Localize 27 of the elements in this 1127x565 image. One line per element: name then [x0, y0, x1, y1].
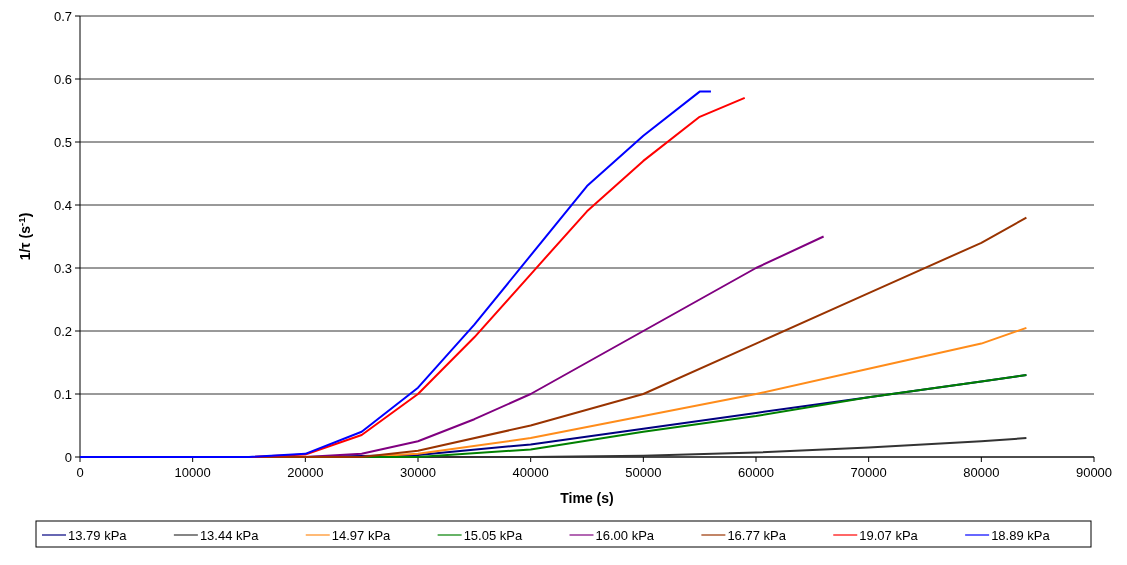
x-tick-label: 0 [76, 465, 84, 480]
legend-label: 16.77 kPa [727, 527, 787, 543]
x-tick-label: 20000 [287, 465, 324, 480]
x-tick-label: 60000 [737, 465, 775, 480]
legend-label: 15.05 kPa [463, 527, 523, 543]
legend-label: 13.44 kPa [199, 527, 260, 543]
legend-label: 16.00 kPa [595, 527, 655, 543]
y-tick-label: 0.6 [53, 71, 72, 87]
y-tick-label: 0.7 [53, 8, 72, 24]
x-tick-label: 80000 [963, 465, 1000, 480]
x-axis-title: Time (s) [560, 490, 614, 506]
x-tick-label: 90000 [1075, 465, 1113, 480]
x-tick-label: 70000 [850, 465, 887, 480]
y-tick-label: 0.2 [53, 323, 72, 339]
x-tick-label: 40000 [512, 465, 549, 480]
y-tick-label: 0.3 [53, 260, 72, 276]
y-tick-label: 0.5 [53, 134, 72, 150]
y-tick-label: 0 [64, 449, 72, 465]
x-tick-label: 30000 [399, 465, 437, 480]
legend-label: 14.97 kPa [331, 527, 392, 543]
legend-label: 19.07 kPa [859, 527, 919, 543]
y-tick-label: 0.4 [53, 197, 72, 213]
x-tick-label: 50000 [625, 465, 662, 480]
y-tick-label: 0.1 [53, 386, 72, 402]
legend-label: 13.79 kPa [68, 527, 128, 543]
legend-label: 18.89 kPa [991, 527, 1051, 543]
x-tick-label: 10000 [174, 465, 211, 480]
